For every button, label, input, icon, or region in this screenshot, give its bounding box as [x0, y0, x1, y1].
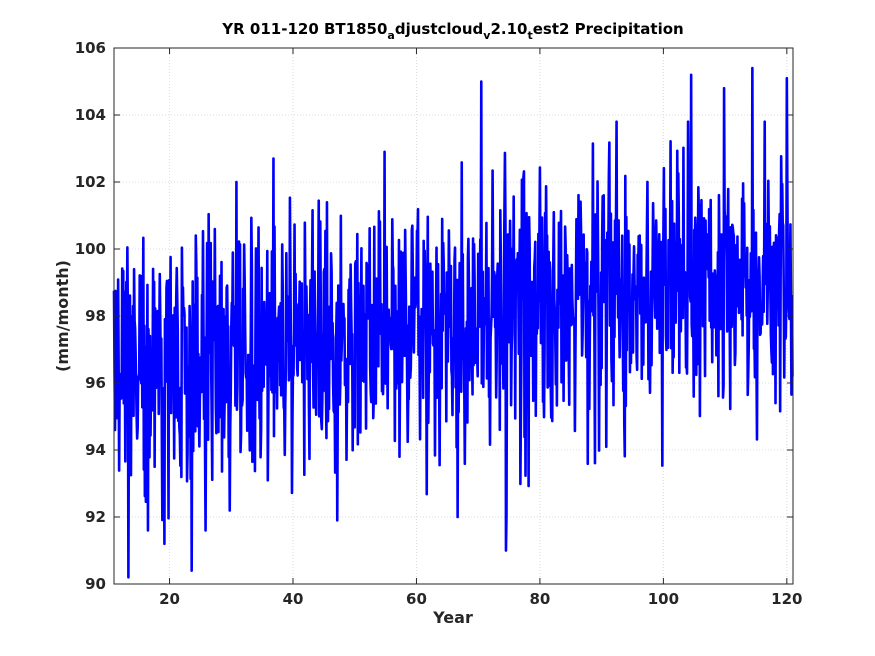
series-layer [112, 66, 794, 579]
y-tick-label: 106 [75, 39, 106, 57]
x-tick-label: 60 [406, 590, 427, 608]
y-tick-label: 96 [85, 374, 106, 392]
precipitation-series-line [112, 66, 794, 579]
y-tick-label: 104 [75, 106, 106, 124]
x-tick-label: 20 [159, 590, 180, 608]
y-tick-label: 102 [75, 173, 106, 191]
y-tick-label: 94 [85, 441, 106, 459]
y-axis-ticks: 90 92 94 96 98 100 102 104 106 [75, 39, 793, 593]
chart-title-part-0: YR 011-120 BT1850 [221, 20, 387, 38]
chart-title-part-2: djustcloud [395, 20, 483, 38]
chart-title-part-3: v [483, 29, 491, 42]
chart-title-part-5: t [527, 29, 532, 42]
y-tick-label: 98 [85, 307, 106, 325]
chart-title: YR 011-120 BT1850adjustcloudv2.10test2 P… [221, 20, 683, 42]
y-tick-label: 92 [85, 508, 106, 526]
y-axis-label: (mm/month) [53, 260, 72, 372]
x-tick-label: 100 [648, 590, 679, 608]
chart-title-part-4: 2.10 [490, 20, 527, 38]
x-axis-label: Year [432, 608, 473, 627]
x-tick-label: 40 [283, 590, 304, 608]
chart-title-part-6: est2 Precipitation [533, 20, 684, 38]
y-tick-label: 90 [85, 575, 106, 593]
chart-title-part-1: a [387, 29, 394, 42]
x-tick-label: 120 [771, 590, 802, 608]
x-tick-label: 80 [529, 590, 550, 608]
y-tick-label: 100 [75, 240, 106, 258]
x-axis-ticks: 20 40 60 80 100 120 [159, 48, 802, 608]
